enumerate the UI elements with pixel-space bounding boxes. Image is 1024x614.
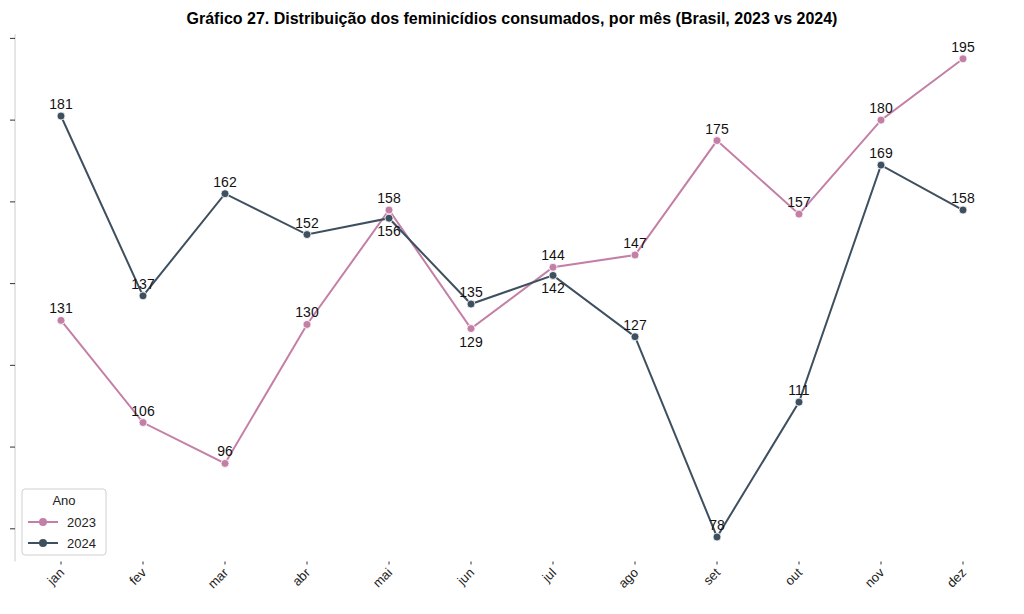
data-label: 144 <box>541 247 565 263</box>
data-point <box>139 292 147 300</box>
x-tick-label: abr <box>289 565 313 589</box>
x-tick-label: ago <box>615 565 641 591</box>
y-tick <box>10 120 15 121</box>
data-point <box>303 231 311 239</box>
data-label: 106 <box>131 403 155 419</box>
data-point <box>713 137 721 145</box>
x-tick-label: nov <box>862 565 888 591</box>
x-tick-label: jul <box>539 565 560 586</box>
data-point <box>549 271 557 279</box>
y-tick <box>10 447 15 448</box>
data-label: 127 <box>623 317 647 333</box>
data-label: 195 <box>951 39 975 55</box>
chart-svg: Gráfico 27. Distribuição dos feminicídio… <box>0 0 1024 614</box>
x-tick <box>61 562 62 565</box>
data-label: 111 <box>788 382 809 398</box>
x-tick-label: mar <box>205 565 232 592</box>
data-label: 156 <box>377 223 401 239</box>
data-point <box>467 325 475 333</box>
data-label: 129 <box>459 334 483 350</box>
plot-marks <box>57 55 967 541</box>
data-label: 137 <box>131 276 155 292</box>
legend-title: Ano <box>52 493 75 508</box>
x-tick <box>553 562 554 565</box>
data-labels: 131 106 96 130 158 129 144 147 175 157 180 195 181 13… <box>49 39 975 533</box>
data-label: 157 <box>787 194 811 210</box>
data-label: 175 <box>705 121 729 137</box>
legend: Ano 2023 2024 <box>22 489 106 555</box>
data-point <box>877 116 885 124</box>
data-label: 147 <box>623 235 647 251</box>
series-line <box>61 59 963 464</box>
x-tick-label: fev <box>126 565 149 588</box>
data-label: 180 <box>869 100 893 116</box>
data-point <box>303 320 311 328</box>
x-tick <box>225 562 226 565</box>
data-point <box>139 419 147 427</box>
data-point <box>385 206 393 214</box>
legend-box <box>22 489 106 555</box>
x-tick <box>143 562 144 565</box>
legend-marker <box>39 539 47 547</box>
data-label: 96 <box>217 443 233 459</box>
y-tick <box>10 201 15 202</box>
x-tick-label: set <box>700 565 723 588</box>
chart-container: Gráfico 27. Distribuição dos feminicídio… <box>0 0 1024 614</box>
x-tick-label: jun <box>454 565 478 589</box>
data-point <box>959 206 967 214</box>
y-tick <box>10 38 15 39</box>
data-point <box>713 533 721 541</box>
data-label: 130 <box>295 304 319 320</box>
series-line <box>61 116 963 537</box>
data-point <box>631 251 639 259</box>
data-point <box>877 161 885 169</box>
data-label: 158 <box>377 190 401 206</box>
data-label: 169 <box>869 145 893 161</box>
legend-label: 2024 <box>67 536 96 551</box>
data-point <box>795 398 803 406</box>
data-label: 152 <box>295 215 319 231</box>
data-point <box>549 263 557 271</box>
x-tick <box>881 562 882 565</box>
x-tick-label: dez <box>944 565 969 590</box>
x-tick-label: jan <box>44 565 68 589</box>
data-point <box>467 300 475 308</box>
x-tick <box>389 562 390 565</box>
x-tick <box>717 562 718 565</box>
legend-marker <box>39 518 47 526</box>
y-tick <box>10 283 15 284</box>
data-point <box>385 214 393 222</box>
data-label: 162 <box>213 174 237 190</box>
data-point <box>221 190 229 198</box>
data-label: 142 <box>541 280 565 296</box>
x-tick <box>799 562 800 565</box>
y-tick <box>10 528 15 529</box>
x-tick <box>635 562 636 565</box>
data-point <box>57 112 65 120</box>
x-tick <box>307 562 308 565</box>
y-tick <box>10 365 15 366</box>
x-tick-label: mai <box>370 565 395 590</box>
data-point <box>57 316 65 324</box>
x-tick-label: out <box>782 565 806 589</box>
chart-title: Gráfico 27. Distribuição dos feminicídio… <box>187 10 838 27</box>
legend-label: 2023 <box>67 515 96 530</box>
data-point <box>631 333 639 341</box>
data-point <box>795 210 803 218</box>
x-tick <box>471 562 472 565</box>
data-label: 181 <box>49 96 73 112</box>
data-label: 158 <box>951 190 975 206</box>
data-label: 135 <box>459 284 483 300</box>
x-tick <box>963 562 964 565</box>
data-label: 131 <box>49 300 73 316</box>
data-label: 78 <box>709 517 725 533</box>
y-axis-line <box>15 34 16 561</box>
data-point <box>221 459 229 467</box>
data-point <box>959 55 967 63</box>
